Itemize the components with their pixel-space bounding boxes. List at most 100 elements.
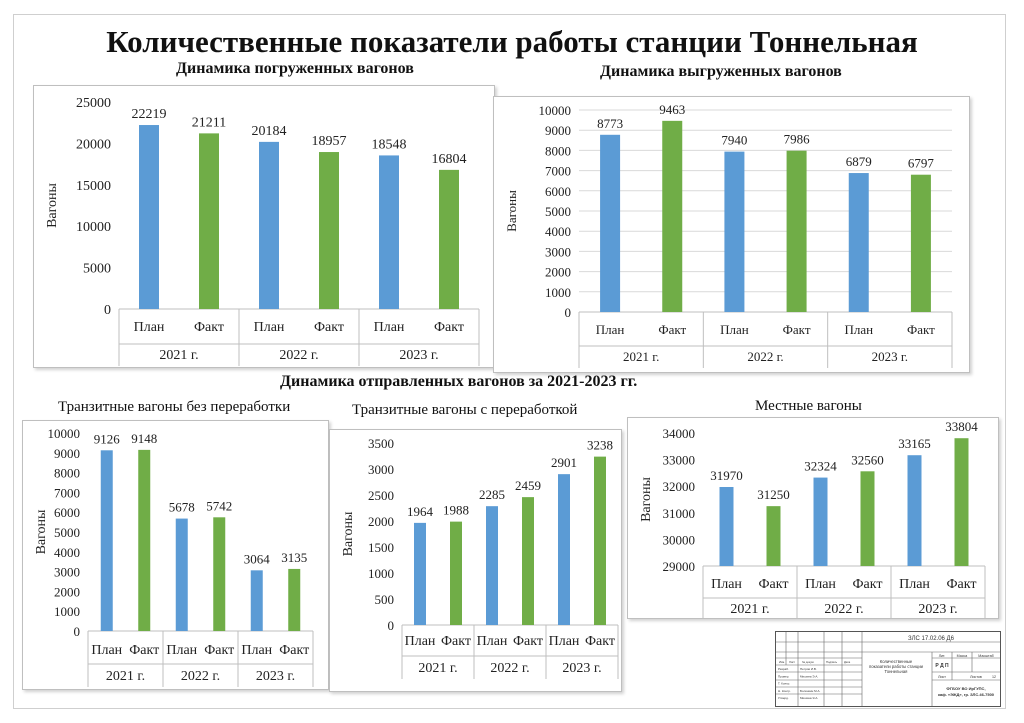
x-group-label: 2022 г. bbox=[181, 669, 220, 684]
data-label: 5678 bbox=[169, 500, 195, 515]
bar-fact bbox=[594, 456, 606, 625]
y-tick-label: 20000 bbox=[76, 137, 111, 152]
bar-plan bbox=[486, 506, 498, 625]
chart-loaded-wagons: 0 5000 10000 15000 20000 25000 Вагоны 22219 План… bbox=[33, 85, 495, 368]
stamp-role: Провер. bbox=[778, 674, 789, 678]
stamp-scale-label: Масштаб bbox=[978, 654, 993, 658]
stamp-sheets-value: 12 bbox=[992, 675, 996, 679]
y-tick-label: 0 bbox=[104, 303, 111, 318]
bar-plan bbox=[250, 570, 263, 631]
x-category-label: Факт bbox=[658, 322, 686, 337]
x-category-label: План bbox=[711, 577, 742, 592]
data-label: 3064 bbox=[244, 551, 271, 566]
x-category-label: План bbox=[254, 320, 285, 335]
y-tick-label: 3000 bbox=[545, 244, 571, 259]
stamp-stage-value: Р Д П bbox=[935, 663, 949, 669]
chart-title-unloaded: Динамика выгруженных вагонов bbox=[600, 63, 842, 80]
stamp-sheets-label: Листов bbox=[970, 675, 982, 679]
x-category-label: Факт bbox=[946, 577, 976, 592]
chart-unloaded-svg: 0 1000 2000 3000 4000 5000 6000 7000 8000 9000 100… bbox=[504, 102, 953, 368]
x-category-label: План bbox=[405, 634, 436, 649]
chart-transit-no-processing-svg: 0 1000 2000 3000 4000 5000 6000 7000 8000 9000 100… bbox=[34, 426, 314, 687]
data-label: 2901 bbox=[551, 455, 577, 470]
bar-plan bbox=[139, 125, 159, 310]
data-label: 6879 bbox=[846, 154, 872, 169]
bar-fact bbox=[138, 449, 151, 631]
x-group-label: 2021 г. bbox=[623, 349, 659, 364]
data-label: 2285 bbox=[479, 487, 505, 502]
bar-plan bbox=[175, 518, 188, 631]
y-tick-label: 2500 bbox=[368, 488, 394, 503]
stamp-mass-label: Масса bbox=[957, 654, 968, 658]
x-group-label: 2023 г. bbox=[256, 669, 295, 684]
stamp-person-name: Петров И.В. bbox=[800, 667, 817, 671]
chart-local-wagons: 29000 30000 31000 32000 33000 34000 Вагоны 3197… bbox=[627, 417, 999, 619]
y-axis-label: Вагоны bbox=[341, 511, 356, 556]
y-tick-label: 10000 bbox=[539, 103, 572, 118]
x-category-label: Факт bbox=[434, 320, 464, 335]
chart-transit-no-processing: 0 1000 2000 3000 4000 5000 6000 7000 8000 9000 100… bbox=[22, 420, 329, 690]
x-group-label: 2023 г. bbox=[872, 349, 908, 364]
data-label: 20184 bbox=[252, 124, 287, 139]
x-category-label: План bbox=[805, 577, 836, 592]
stamp-role: Утверд. bbox=[778, 696, 789, 700]
x-group-label: 2022 г. bbox=[747, 349, 783, 364]
x-category-label: Факт bbox=[441, 634, 471, 649]
x-group-label: 2023 г. bbox=[918, 602, 957, 617]
x-category-label: Факт bbox=[204, 643, 234, 658]
x-category-label: Факт bbox=[129, 643, 159, 658]
x-category-label: План bbox=[844, 322, 873, 337]
bar-fact bbox=[450, 521, 462, 625]
y-tick-label: 5000 bbox=[545, 204, 571, 219]
y-tick-label: 33000 bbox=[663, 453, 696, 468]
x-category-label: План bbox=[241, 643, 272, 658]
y-tick-label: 1000 bbox=[54, 604, 80, 619]
y-tick-label: 2000 bbox=[545, 265, 571, 280]
x-group-label: 2021 г. bbox=[159, 348, 198, 363]
bar-plan bbox=[259, 141, 279, 309]
data-label: 3135 bbox=[281, 550, 307, 565]
bar-plan bbox=[100, 450, 113, 631]
y-tick-label: 1000 bbox=[545, 285, 571, 300]
bar-plan bbox=[719, 486, 734, 566]
x-category-label: Факт bbox=[314, 320, 344, 335]
y-tick-label: 1000 bbox=[368, 566, 394, 581]
title-block-grid: ЗЛС 17.02.06 Д6 Количественные показатели… bbox=[776, 632, 1000, 706]
x-group-label: 2023 г. bbox=[562, 661, 601, 676]
y-tick-label: 15000 bbox=[76, 179, 111, 194]
data-label: 31970 bbox=[710, 468, 743, 483]
chart-unloaded-wagons: 0 1000 2000 3000 4000 5000 6000 7000 8000 9000 100… bbox=[493, 96, 970, 373]
y-tick-label: 0 bbox=[74, 624, 81, 639]
y-tick-label: 8000 bbox=[54, 466, 80, 481]
data-label: 32560 bbox=[851, 452, 884, 467]
bar-fact bbox=[860, 471, 875, 566]
bar-fact bbox=[910, 174, 931, 312]
y-tick-label: 4000 bbox=[545, 224, 571, 239]
y-tick-label: 6000 bbox=[545, 184, 571, 199]
x-category-label: Факт bbox=[279, 643, 309, 658]
stamp-organization: ФГБОУ ВО ИрГУПС, каф. «ЭЖД», гр. ЗЛС.46-7… bbox=[938, 686, 995, 697]
chart-loaded-svg: 0 5000 10000 15000 20000 25000 Вагоны 22219 План… bbox=[45, 96, 480, 366]
x-category-label: План bbox=[899, 577, 930, 592]
stamp-role: Т. Контр. bbox=[778, 682, 790, 686]
bar-plan bbox=[848, 173, 869, 312]
stamp-header-cell: Изм. bbox=[779, 660, 785, 664]
x-category-label: План bbox=[166, 643, 197, 658]
stamp-header-cell: № докум. bbox=[802, 660, 815, 664]
bar-fact bbox=[786, 150, 807, 312]
data-label: 33165 bbox=[898, 436, 931, 451]
x-category-label: План bbox=[720, 322, 749, 337]
stamp-header-cell: Дата bbox=[844, 660, 851, 664]
x-group-label: 2022 г. bbox=[490, 661, 529, 676]
y-tick-label: 10000 bbox=[76, 220, 111, 235]
stamp-sheet-label: Лист bbox=[938, 675, 946, 679]
data-label: 9148 bbox=[131, 431, 157, 446]
x-category-label: План bbox=[374, 320, 405, 335]
x-category-label: Факт bbox=[513, 634, 543, 649]
data-label: 1988 bbox=[443, 503, 469, 518]
y-tick-label: 32000 bbox=[663, 479, 696, 494]
y-tick-label: 7000 bbox=[545, 164, 571, 179]
y-tick-label: 0 bbox=[388, 618, 395, 633]
x-category-label: Факт bbox=[194, 320, 224, 335]
y-axis-label: Вагоны bbox=[45, 182, 60, 227]
